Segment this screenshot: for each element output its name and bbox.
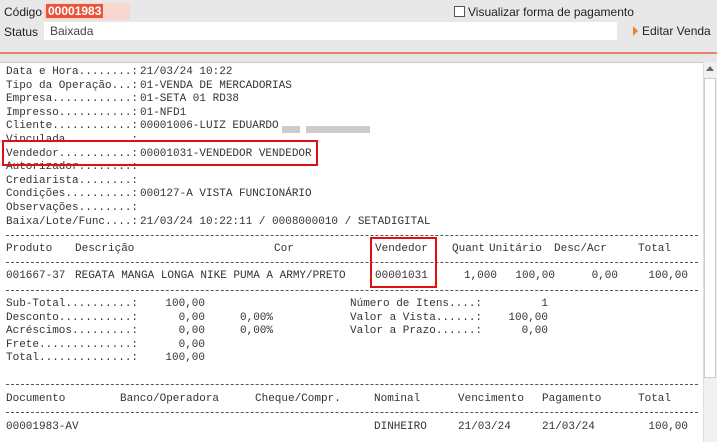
status-label: Status [4, 25, 39, 39]
info-label: Condições..........: [6, 188, 145, 201]
info-label: Empresa............: [6, 93, 145, 106]
acrescimos-percent: 0,00% [240, 325, 274, 338]
total-value: 100,00 [165, 352, 205, 365]
scroll-up-icon[interactable] [706, 66, 714, 71]
info-label: Tipo da Operação...: [6, 79, 145, 92]
codigo-label: Código [4, 5, 43, 19]
acrescimos-value: 0,00 [178, 325, 205, 338]
info-label: Vendedor...........: [6, 147, 145, 160]
total-label: Total..............: [6, 352, 139, 365]
col-nominal: Nominal [374, 393, 421, 405]
separator [6, 290, 698, 291]
col-unitario: Unitário [489, 243, 542, 255]
info-value: 21/03/24 10:22 [140, 66, 233, 78]
desconto-label: Desconto...........: [6, 311, 139, 324]
highlight-vendedor-column [370, 237, 437, 288]
info-value: 01-VENDA DE MERCADORIAS [140, 79, 292, 92]
col-cheque: Cheque/Compr. [255, 393, 341, 405]
redacted-text [282, 126, 300, 133]
info-label: Observações........: [6, 202, 145, 214]
col-vendedor: Vendedor [375, 243, 428, 255]
acrescimos-label: Acréscimos.........: [6, 325, 139, 338]
valor-prazo-label: Valor a Prazo......: [350, 325, 483, 338]
visualizar-checkbox[interactable] [454, 6, 465, 17]
num-itens-label: Número de Itens....: [350, 298, 483, 310]
info-value: 000127-A VISTA FUNCIONÁRIO [140, 188, 312, 201]
frete-label: Frete..............: [6, 338, 139, 351]
item-descricao: REGATA MANGA LONGA NIKE PUMA A ARMY/PRET… [75, 270, 346, 282]
divider [0, 52, 717, 54]
subtotal-value: 100,00 [165, 298, 205, 310]
status-value: Baixada [50, 24, 94, 38]
col-vencimento: Vencimento [458, 393, 525, 405]
pay-pagamento: 21/03/24 [542, 421, 595, 433]
pay-documento: 00001983-AV [6, 421, 79, 433]
play-arrow-icon [633, 26, 638, 36]
valor-vista-label: Valor a Vista......: [350, 311, 483, 324]
info-value: 00001031-VENDEDOR VENDEDOR [140, 147, 312, 160]
item-unitario: 100,00 [515, 270, 555, 282]
col-cor: Cor [274, 243, 294, 255]
scrollbar-thumb[interactable] [704, 78, 716, 378]
num-itens-value: 1 [541, 298, 548, 310]
info-label: Data e Hora........: [6, 66, 145, 78]
status-input[interactable] [44, 22, 617, 40]
separator [6, 384, 698, 385]
redacted-text [306, 126, 370, 133]
info-value: 01-SETA 01 RD38 [140, 93, 240, 106]
pay-nominal: DINHEIRO [374, 421, 427, 433]
valor-prazo-value: 0,00 [521, 325, 548, 338]
pay-total: 100,00 [648, 421, 688, 433]
item-total: 100,00 [648, 270, 688, 282]
item-desc-acr: 0,00 [591, 270, 618, 282]
item-produto: 001667-37 [6, 270, 66, 282]
codigo-value[interactable]: 00001983 [46, 4, 104, 18]
info-label: Impresso...........: [6, 106, 145, 119]
separator [6, 412, 698, 413]
valor-vista-value: 100,00 [508, 311, 548, 324]
col-descricao: Descrição [75, 243, 135, 255]
info-label: Cliente............: [6, 120, 145, 133]
col-pagamento: Pagamento [542, 393, 602, 405]
subtotal-label: Sub-Total..........: [6, 298, 139, 310]
frete-value: 0,00 [178, 338, 205, 351]
col-banco: Banco/Operadora [120, 393, 220, 405]
col-pay-total: Total [638, 393, 672, 405]
col-desc-acr: Desc/Acr [554, 243, 607, 255]
col-quant: Quant [452, 243, 486, 255]
info-label: Baixa/Lote/Func....: [6, 215, 145, 228]
item-vendedor: 00001031 [375, 270, 428, 282]
item-quant: 1,000 [463, 270, 497, 282]
col-produto: Produto [6, 243, 53, 255]
pay-vencimento: 21/03/24 [458, 421, 511, 433]
visualizar-label[interactable]: Visualizar forma de pagamento [468, 5, 634, 19]
separator [6, 235, 698, 236]
info-label: Crediarista........: [6, 174, 145, 187]
report-view [0, 62, 703, 442]
info-value: 00001006-LUIZ EDUARDO [140, 120, 279, 133]
desconto-percent: 0,00% [240, 311, 274, 324]
info-value: 01-NFD1 [140, 106, 187, 119]
highlight-vendedor-field [2, 140, 318, 166]
col-total: Total [638, 243, 672, 255]
separator [6, 262, 698, 263]
info-value: 21/03/24 10:22:11 / 0008000010 / SETADIG… [140, 215, 431, 228]
desconto-value: 0,00 [178, 311, 205, 324]
col-documento: Documento [6, 393, 66, 405]
editar-venda-button[interactable]: Editar Venda [642, 24, 711, 38]
